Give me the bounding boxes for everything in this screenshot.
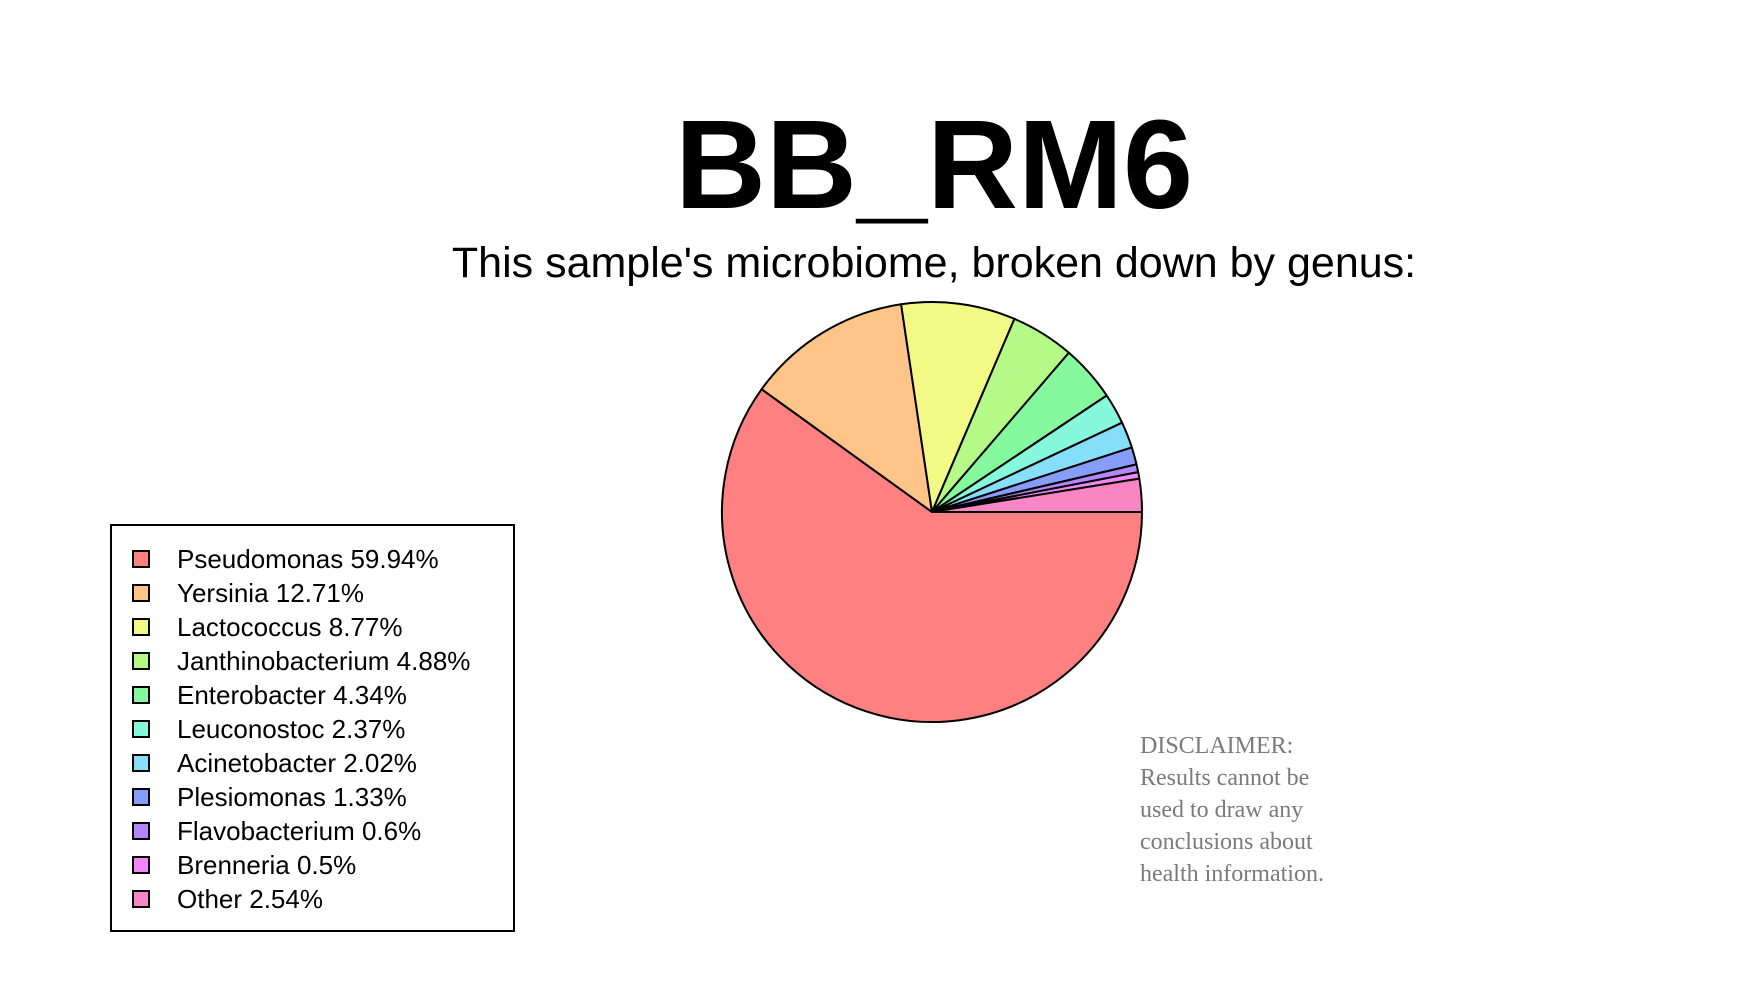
legend-label: Leuconostoc 2.37% [177, 713, 406, 744]
legend-item: Brenneria 0.5% [132, 848, 356, 882]
pie-chart [721, 301, 1143, 723]
legend-label: Yersinia 12.71% [177, 577, 364, 608]
disclaimer-line: conclusions about [1140, 829, 1313, 855]
legend-label: Pseudomonas 59.94% [177, 543, 439, 574]
legend-swatch [132, 550, 150, 568]
legend-swatch [132, 618, 150, 636]
legend-label: Enterobacter 4.34% [177, 679, 407, 710]
legend-item: Janthinobacterium 4.88% [132, 644, 470, 678]
legend-label: Plesiomonas 1.33% [177, 781, 407, 812]
legend-item: Plesiomonas 1.33% [132, 780, 407, 814]
legend-item: Acinetobacter 2.02% [132, 746, 417, 780]
disclaimer-line: DISCLAIMER: [1140, 733, 1294, 759]
legend-swatch [132, 754, 150, 772]
pie-slice [900, 301, 1016, 513]
legend-swatch [132, 856, 150, 874]
legend-swatch [132, 822, 150, 840]
legend-item: Enterobacter 4.34% [132, 678, 407, 712]
legend-item: Other 2.54% [132, 882, 323, 916]
legend-swatch [132, 584, 150, 602]
legend-swatch [132, 788, 150, 806]
legend-label: Other 2.54% [177, 883, 323, 914]
chart-subtitle: This sample's microbiome, broken down by… [451, 239, 1417, 287]
legend-label: Brenneria 0.5% [177, 849, 357, 880]
legend-swatch [132, 720, 150, 738]
legend-label: Lactococcus 8.77% [177, 611, 403, 642]
legend-swatch [132, 686, 150, 704]
legend-label: Flavobacterium 0.6% [177, 815, 422, 846]
legend: Pseudomonas 59.94% Yersinia 12.71% Lactoco… [110, 524, 515, 932]
legend-item: Pseudomonas 59.94% [132, 542, 439, 576]
legend-label: Janthinobacterium 4.88% [177, 645, 471, 676]
pie-slice [931, 477, 1143, 513]
legend-swatch [132, 652, 150, 670]
pie-slice [760, 303, 933, 513]
legend-item: Flavobacterium 0.6% [132, 814, 421, 848]
legend-item: Leuconostoc 2.37% [132, 712, 405, 746]
chart-title: BB_RM6 [674, 94, 1194, 235]
disclaimer-line: used to draw any [1140, 797, 1304, 823]
disclaimer-line: Results cannot be [1140, 765, 1310, 791]
disclaimer-line: health information. [1140, 861, 1324, 887]
legend-label: Acinetobacter 2.02% [177, 747, 417, 778]
legend-item: Lactococcus 8.77% [132, 610, 402, 644]
pie-slice [721, 388, 1143, 723]
legend-swatch [132, 890, 150, 908]
disclaimer: DISCLAIMER: Results cannot be used to dr… [1140, 730, 1324, 890]
legend-item: Yersinia 12.71% [132, 576, 364, 610]
